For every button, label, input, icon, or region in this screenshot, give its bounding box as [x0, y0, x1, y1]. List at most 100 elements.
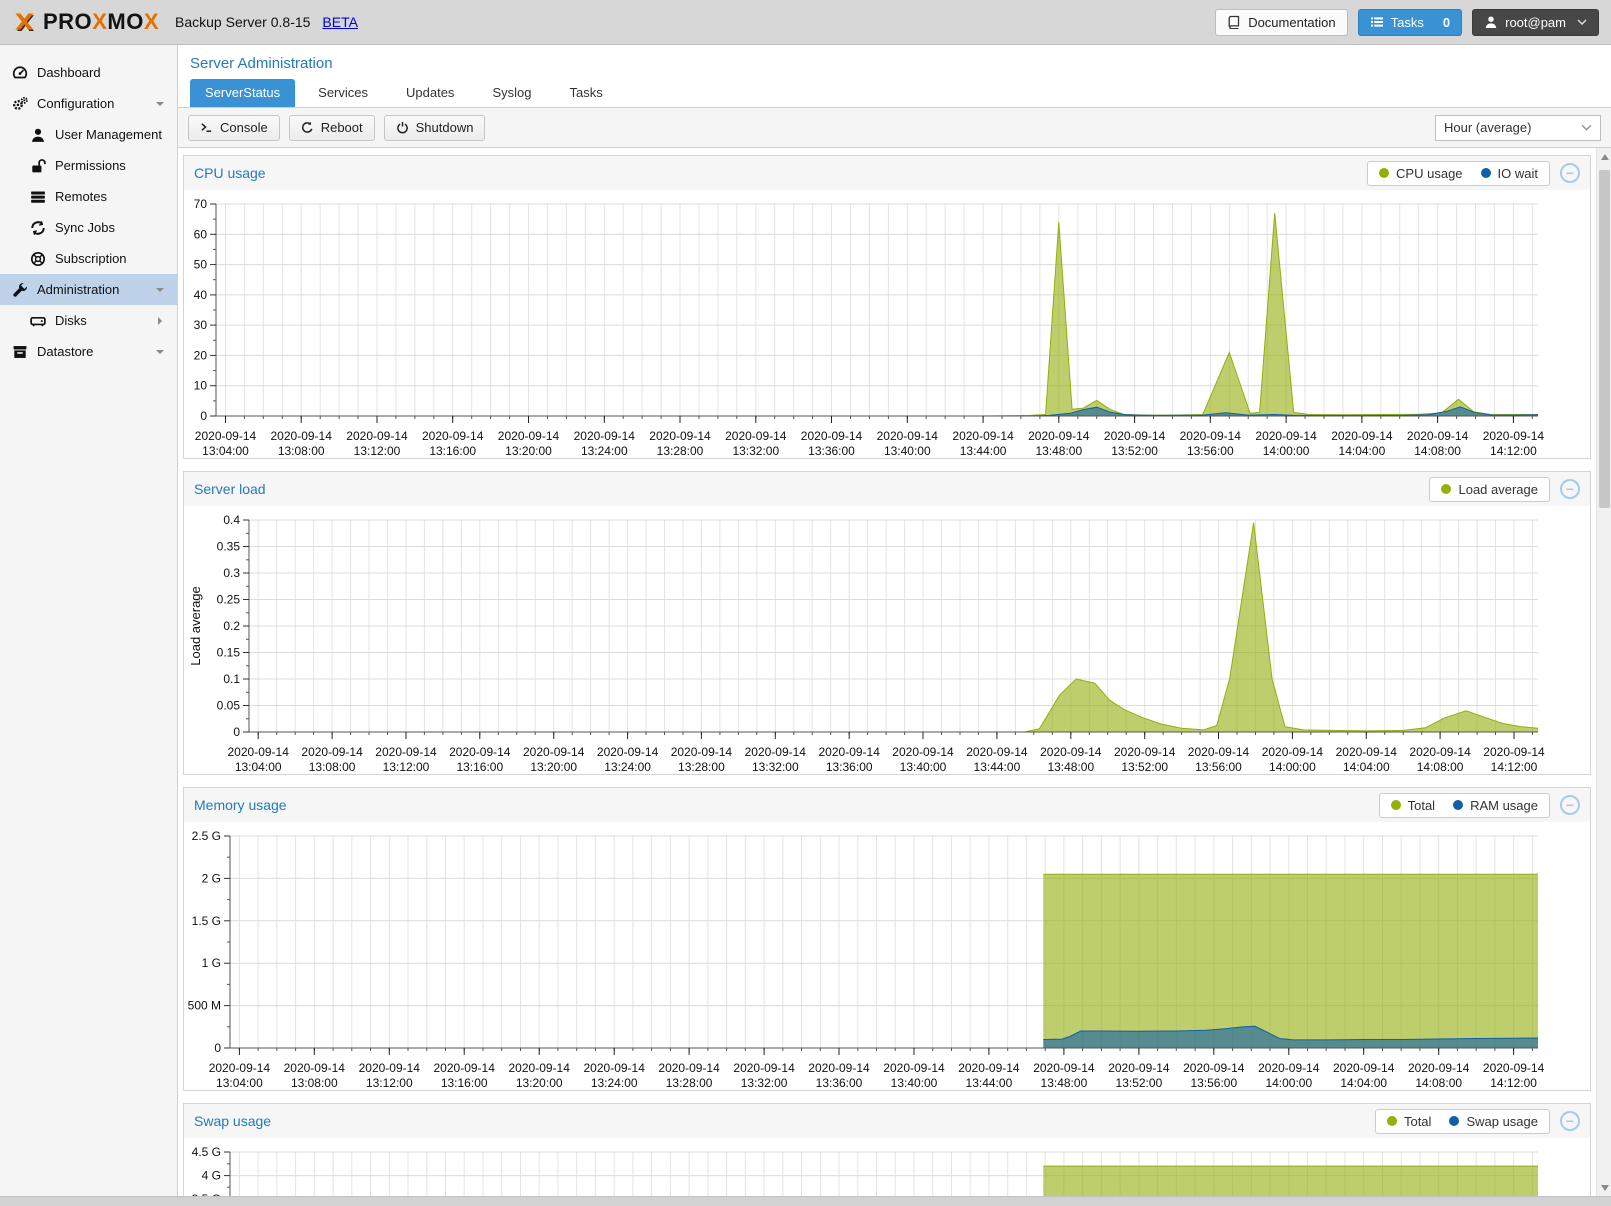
console-button[interactable]: Console: [188, 114, 280, 141]
svg-text:14:12:00: 14:12:00: [1490, 1076, 1537, 1090]
sidebar-item-label: User Management: [55, 127, 162, 142]
sidebar-item-remotes[interactable]: Remotes: [0, 181, 177, 212]
svg-text:30: 30: [194, 318, 208, 332]
collapse-panel-button[interactable]: −: [1560, 479, 1580, 499]
svg-text:13:16:00: 13:16:00: [456, 760, 503, 774]
tab-updates[interactable]: Updates: [406, 85, 455, 100]
logo-letter: MO: [107, 9, 144, 34]
load-chart-svg: 00.050.10.150.20.250.30.350.42020-09-141…: [188, 513, 1545, 774]
svg-text:13:12:00: 13:12:00: [366, 1076, 413, 1090]
svg-text:Load average: Load average: [188, 586, 203, 666]
legend-label: Total: [1403, 1113, 1432, 1129]
charts-scroll-area: CPU usage CPU usage IO wait − 0 10 20 30 40 50 60 7…: [178, 148, 1611, 1196]
user-menu-button[interactable]: root@pam: [1472, 8, 1599, 36]
svg-text:14:00:00: 14:00:00: [1269, 760, 1316, 774]
svg-text:13:36:00: 13:36:00: [816, 1076, 863, 1090]
reboot-button[interactable]: Reboot: [288, 114, 375, 141]
svg-text:2020-09-14: 2020-09-14: [597, 745, 659, 759]
svg-text:13:24:00: 13:24:00: [591, 1076, 638, 1090]
legend-item-swap-usage[interactable]: Swap usage: [1449, 1114, 1538, 1129]
svg-text:2020-09-14: 2020-09-14: [1255, 429, 1317, 443]
documentation-button[interactable]: Documentation: [1215, 8, 1348, 36]
sidebar-item-label: Disks: [55, 313, 87, 328]
svg-text:14:12:00: 14:12:00: [1490, 444, 1537, 458]
disk-icon: [30, 313, 46, 329]
sidebar-item-user-management[interactable]: User Management: [0, 119, 177, 150]
svg-text:3.5 G: 3.5 G: [192, 1192, 221, 1196]
proxmox-logo: PROXMOX: [12, 9, 159, 36]
sidebar-item-subscription[interactable]: Subscription: [0, 243, 177, 274]
tab-services[interactable]: Services: [318, 85, 369, 100]
vertical-scrollbar[interactable]: [1596, 148, 1611, 1196]
svg-text:13:28:00: 13:28:00: [666, 1076, 713, 1090]
legend-item-ram-usage[interactable]: RAM usage: [1453, 798, 1538, 813]
svg-text:2020-09-14: 2020-09-14: [819, 745, 881, 759]
legend-dot-icon: [1453, 800, 1464, 810]
svg-text:0: 0: [233, 725, 240, 739]
svg-text:2020-09-14: 2020-09-14: [1258, 1061, 1320, 1075]
tab-syslog[interactable]: Syslog: [492, 85, 532, 100]
collapse-panel-button[interactable]: −: [1560, 1111, 1580, 1131]
collapse-panel-button[interactable]: −: [1560, 163, 1580, 183]
svg-text:13:56:00: 13:56:00: [1195, 760, 1242, 774]
sidebar-item-sync-jobs[interactable]: Sync Jobs: [0, 212, 177, 243]
panel-title-load: Server load: [194, 481, 266, 497]
svg-text:13:52:00: 13:52:00: [1111, 444, 1158, 458]
svg-text:2020-09-14: 2020-09-14: [801, 429, 863, 443]
terminal-icon: [200, 121, 213, 134]
svg-text:13:32:00: 13:32:00: [732, 444, 779, 458]
legend-item-cpu-usage[interactable]: CPU usage: [1379, 166, 1463, 181]
collapse-panel-button[interactable]: −: [1560, 795, 1580, 815]
svg-text:2020-09-14: 2020-09-14: [449, 745, 511, 759]
chevron-down-icon: [155, 99, 165, 109]
dashboard-icon: [12, 65, 28, 81]
book-icon: [1227, 15, 1241, 29]
scrollbar-up-arrow[interactable]: [1597, 149, 1611, 164]
sidebar-item-datastore[interactable]: Datastore: [0, 336, 177, 367]
tab-serverstatus[interactable]: ServerStatus: [190, 79, 296, 107]
sidebar-item-configuration[interactable]: Configuration: [0, 88, 177, 119]
panel-title-memory: Memory usage: [194, 797, 287, 813]
svg-text:2020-09-14: 2020-09-14: [671, 745, 733, 759]
sidebar-item-disks[interactable]: Disks: [0, 305, 177, 336]
timeframe-select[interactable]: Hour (average): [1435, 114, 1601, 141]
beta-link[interactable]: BETA: [322, 14, 358, 30]
tab-bar: ServerStatus Services Updates Syslog Tasks: [178, 79, 1611, 108]
svg-text:60: 60: [194, 227, 208, 241]
sidebar-item-dashboard[interactable]: Dashboard: [0, 57, 177, 88]
svg-text:2020-09-14: 2020-09-14: [434, 1061, 496, 1075]
svg-text:13:40:00: 13:40:00: [891, 1076, 938, 1090]
shutdown-button[interactable]: Shutdown: [383, 114, 486, 141]
task-list-icon: [1370, 15, 1384, 29]
tasks-button[interactable]: Tasks 0: [1357, 8, 1463, 36]
lifering-icon: [30, 251, 46, 267]
svg-text:2020-09-14: 2020-09-14: [1104, 429, 1166, 443]
svg-text:1 G: 1 G: [202, 956, 221, 970]
sidebar-item-permissions[interactable]: Permissions: [0, 150, 177, 181]
svg-text:2020-09-14: 2020-09-14: [1336, 745, 1398, 759]
svg-text:13:36:00: 13:36:00: [808, 444, 855, 458]
legend-item-total[interactable]: Total: [1386, 1113, 1432, 1129]
scrollbar-down-arrow[interactable]: [1597, 1180, 1611, 1195]
sidebar-item-administration[interactable]: Administration: [0, 274, 177, 305]
legend-item-total[interactable]: Total: [1390, 798, 1435, 813]
sidebar-item-label: Administration: [37, 282, 120, 297]
svg-text:2020-09-14: 2020-09-14: [209, 1061, 271, 1075]
svg-text:13:44:00: 13:44:00: [966, 1076, 1013, 1090]
svg-text:0.05: 0.05: [217, 699, 241, 713]
svg-text:0.1: 0.1: [223, 672, 240, 686]
svg-text:13:20:00: 13:20:00: [516, 1076, 563, 1090]
reboot-label: Reboot: [320, 120, 363, 135]
tab-tasks[interactable]: Tasks: [569, 85, 603, 100]
scrollbar-thumb[interactable]: [1599, 170, 1610, 508]
power-icon: [396, 121, 409, 134]
svg-text:13:12:00: 13:12:00: [383, 760, 430, 774]
legend-item-io-wait[interactable]: IO wait: [1480, 166, 1538, 181]
svg-text:13:52:00: 13:52:00: [1116, 1076, 1163, 1090]
svg-text:13:36:00: 13:36:00: [826, 760, 873, 774]
legend-item-load-average[interactable]: Load average: [1441, 482, 1538, 497]
panel-header-swap: Swap usage Total Swap usage −: [184, 1104, 1590, 1138]
svg-text:2020-09-14: 2020-09-14: [301, 745, 363, 759]
console-label: Console: [220, 120, 268, 135]
